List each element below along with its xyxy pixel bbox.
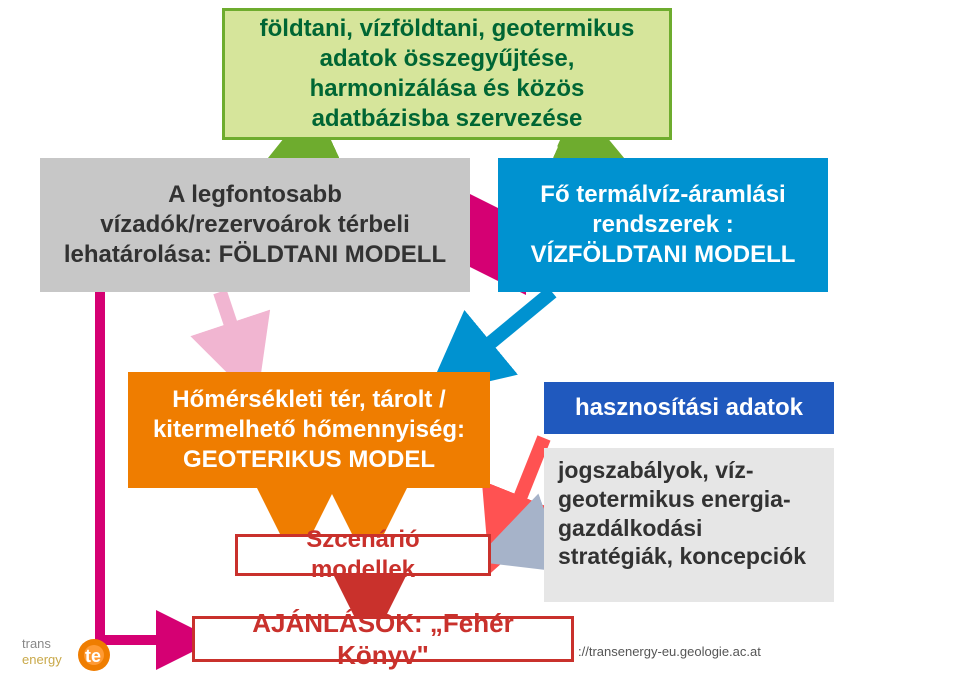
footer-url: ://transenergy-eu.geologie.ac.at (578, 644, 761, 659)
box-hydrogeological-model: Fő termálvíz-áramlási rendszerek : VÍZFÖ… (498, 158, 828, 292)
svg-text:te: te (85, 646, 101, 666)
box-data-collection: földtani, vízföldtani, geotermikus adato… (222, 8, 672, 140)
box-legislation-text: jogszabályok, víz- geotermikus energia- … (558, 456, 820, 571)
box-utilization-data-text: hasznosítási adatok (575, 393, 803, 423)
box-geothermal-model-text: Hőmérsékleti tér, tárolt / kitermelhető … (142, 385, 476, 475)
box-hydrogeological-model-text: Fő termálvíz-áramlási rendszerek : VÍZFÖ… (512, 180, 814, 270)
box-scenario-models: Szcenárió modellek (235, 534, 491, 576)
box-recommendations: AJÁNLÁSOK: „Fehér Könyv" (192, 616, 574, 662)
box-recommendations-text: AJÁNLÁSOK: „Fehér Könyv" (209, 607, 557, 672)
box-utilization-data: hasznosítási adatok (544, 382, 834, 434)
box-legislation: jogszabályok, víz- geotermikus energia- … (544, 448, 834, 602)
svg-text:energy: energy (22, 652, 62, 667)
transenergy-logo: trans energy te (22, 630, 132, 685)
box-geological-model-text: A legfontosabb vízadók/rezervoárok térbe… (54, 180, 456, 270)
box-geothermal-model: Hőmérsékleti tér, tárolt / kitermelhető … (128, 372, 490, 488)
svg-text:trans: trans (22, 636, 51, 651)
box-data-collection-text: földtani, vízföldtani, geotermikus adato… (239, 14, 655, 134)
box-geological-model: A legfontosabb vízadók/rezervoárok térbe… (40, 158, 470, 292)
box-scenario-models-text: Szcenárió modellek (252, 525, 474, 585)
